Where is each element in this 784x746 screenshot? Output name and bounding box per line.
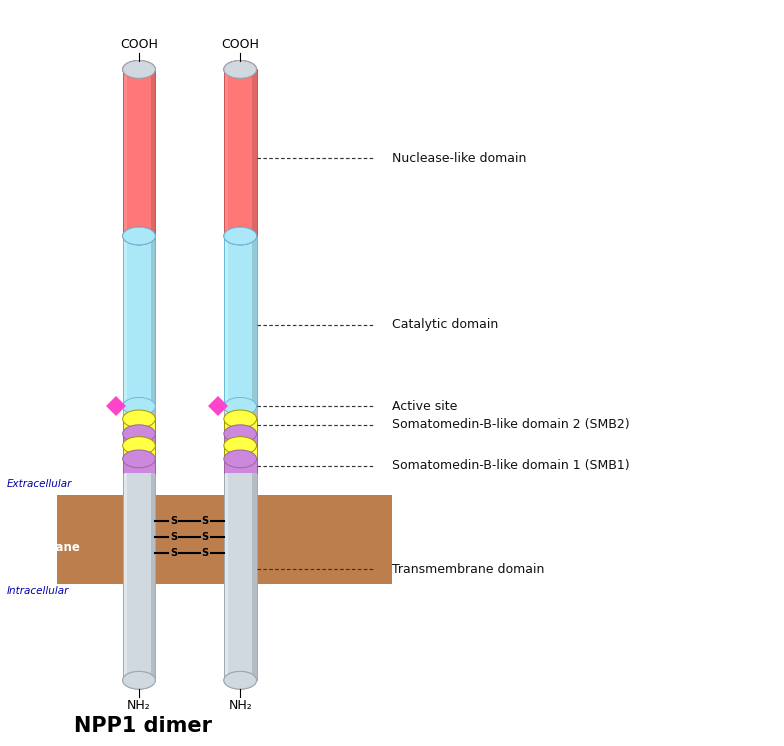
Bar xyxy=(224,69,256,236)
Bar xyxy=(122,236,127,407)
Ellipse shape xyxy=(224,227,256,245)
Text: NH₂: NH₂ xyxy=(228,699,252,712)
Ellipse shape xyxy=(224,60,256,78)
Bar xyxy=(122,69,155,680)
Text: Somatomedin-B-like domain 1 (SMB1): Somatomedin-B-like domain 1 (SMB1) xyxy=(392,459,630,472)
Ellipse shape xyxy=(224,60,256,78)
Bar xyxy=(151,69,155,236)
Bar xyxy=(122,236,155,407)
Text: S: S xyxy=(201,533,209,542)
Bar xyxy=(224,419,256,436)
Bar xyxy=(224,433,256,447)
Text: Transmembrane domain: Transmembrane domain xyxy=(392,562,544,576)
Bar xyxy=(122,459,155,473)
Ellipse shape xyxy=(224,410,256,427)
Bar xyxy=(224,459,256,473)
Text: Catalytic domain: Catalytic domain xyxy=(392,319,499,331)
Bar xyxy=(122,69,127,236)
Bar xyxy=(224,445,256,460)
Ellipse shape xyxy=(122,671,155,689)
Ellipse shape xyxy=(122,424,155,442)
Ellipse shape xyxy=(224,450,256,468)
Bar xyxy=(151,69,155,680)
Bar xyxy=(252,69,256,236)
Ellipse shape xyxy=(122,398,155,416)
Bar xyxy=(252,69,256,680)
Text: Extracellular: Extracellular xyxy=(7,479,72,489)
Bar xyxy=(122,433,155,447)
Text: S: S xyxy=(170,533,178,542)
Text: Intracellular: Intracellular xyxy=(7,586,69,597)
Ellipse shape xyxy=(122,436,155,454)
Bar xyxy=(224,69,256,680)
Ellipse shape xyxy=(224,60,256,78)
Text: Cell
membrane: Cell membrane xyxy=(9,525,80,554)
Ellipse shape xyxy=(122,60,155,78)
Text: NPP1 dimer: NPP1 dimer xyxy=(74,716,212,736)
Bar xyxy=(122,69,155,236)
Ellipse shape xyxy=(122,227,155,245)
Ellipse shape xyxy=(122,671,155,689)
Text: S: S xyxy=(170,516,178,526)
Text: COOH: COOH xyxy=(120,38,158,51)
Bar xyxy=(224,236,256,407)
Ellipse shape xyxy=(224,398,256,416)
Bar xyxy=(57,495,392,584)
Text: S: S xyxy=(170,548,178,558)
Ellipse shape xyxy=(122,450,155,468)
Bar xyxy=(122,445,155,460)
Bar xyxy=(224,69,228,236)
Bar xyxy=(122,419,155,436)
Ellipse shape xyxy=(122,227,155,245)
Text: COOH: COOH xyxy=(221,38,260,51)
Text: S: S xyxy=(201,548,209,558)
Bar xyxy=(224,69,228,680)
Text: Somatomedin-B-like domain 2 (SMB2): Somatomedin-B-like domain 2 (SMB2) xyxy=(392,419,630,431)
Bar xyxy=(224,236,228,407)
Ellipse shape xyxy=(224,436,256,454)
Ellipse shape xyxy=(224,424,256,442)
Bar xyxy=(252,236,256,407)
Text: Active site: Active site xyxy=(392,400,457,413)
Ellipse shape xyxy=(122,60,155,78)
Text: Nuclease-like domain: Nuclease-like domain xyxy=(392,151,526,165)
Text: S: S xyxy=(201,516,209,526)
Ellipse shape xyxy=(122,410,155,427)
Bar xyxy=(151,236,155,407)
Ellipse shape xyxy=(224,227,256,245)
Ellipse shape xyxy=(122,60,155,78)
Ellipse shape xyxy=(224,671,256,689)
Ellipse shape xyxy=(224,671,256,689)
Bar xyxy=(122,69,127,680)
Text: NH₂: NH₂ xyxy=(127,699,151,712)
